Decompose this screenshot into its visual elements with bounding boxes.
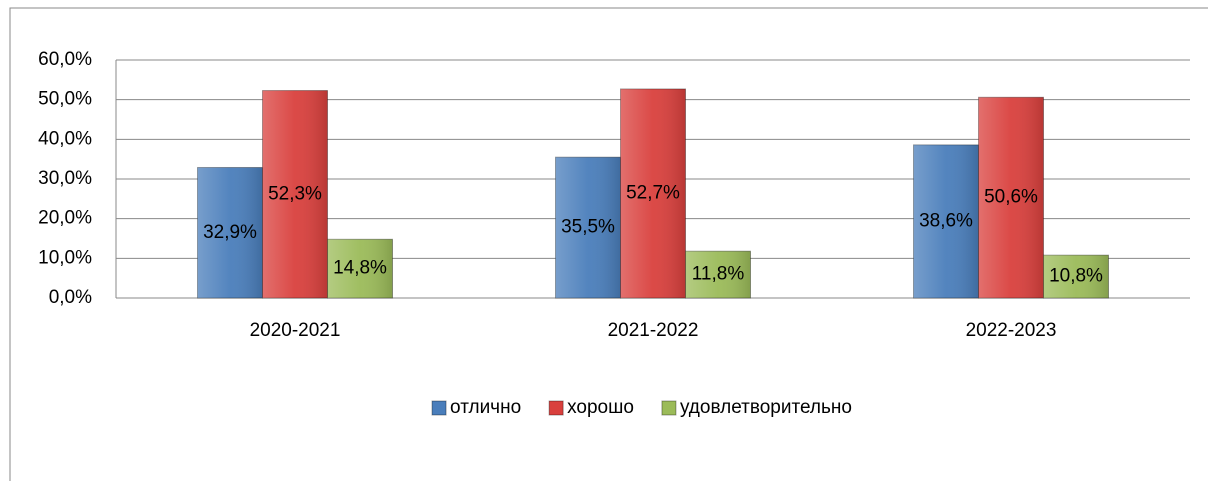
value-label: 50,6% [984,187,1038,208]
legend-label: удовлетворительно [680,397,852,418]
value-label: 35,5% [561,217,615,238]
y-tick-label: 20,0% [38,208,92,229]
bar-shade [262,90,328,298]
legend-label: отлично [450,397,521,418]
bar-shade [685,251,751,298]
legend-swatch [431,400,447,416]
bar-shade [620,88,686,298]
bar-shade [978,97,1044,298]
value-label: 32,9% [203,222,257,243]
y-tick-label: 60,0% [38,49,92,70]
value-label: 52,7% [626,182,680,203]
legend-swatch [661,400,677,416]
y-tick-label: 40,0% [38,128,92,149]
bar-shade [327,239,393,298]
x-tick-label: 2022-2023 [966,320,1057,341]
value-label: 10,8% [1049,266,1103,287]
value-label: 52,3% [268,183,322,204]
x-tick-label: 2021-2022 [608,320,699,341]
chart-border [9,7,1208,481]
y-tick-label: 0,0% [49,287,92,308]
y-tick-label: 10,0% [38,247,92,268]
x-tick-label: 2020-2021 [250,320,341,341]
legend-label: хорошо [567,397,634,418]
bar-shade [197,167,263,298]
bar-shade [1043,255,1109,298]
value-label: 11,8% [692,264,745,285]
value-label: 38,6% [919,210,973,231]
y-tick-label: 30,0% [38,168,92,189]
y-tick-label: 50,0% [38,89,92,110]
bar-shade [913,144,979,298]
legend-swatch [548,400,564,416]
value-label: 14,8% [333,258,387,279]
bar-shade [555,157,621,298]
